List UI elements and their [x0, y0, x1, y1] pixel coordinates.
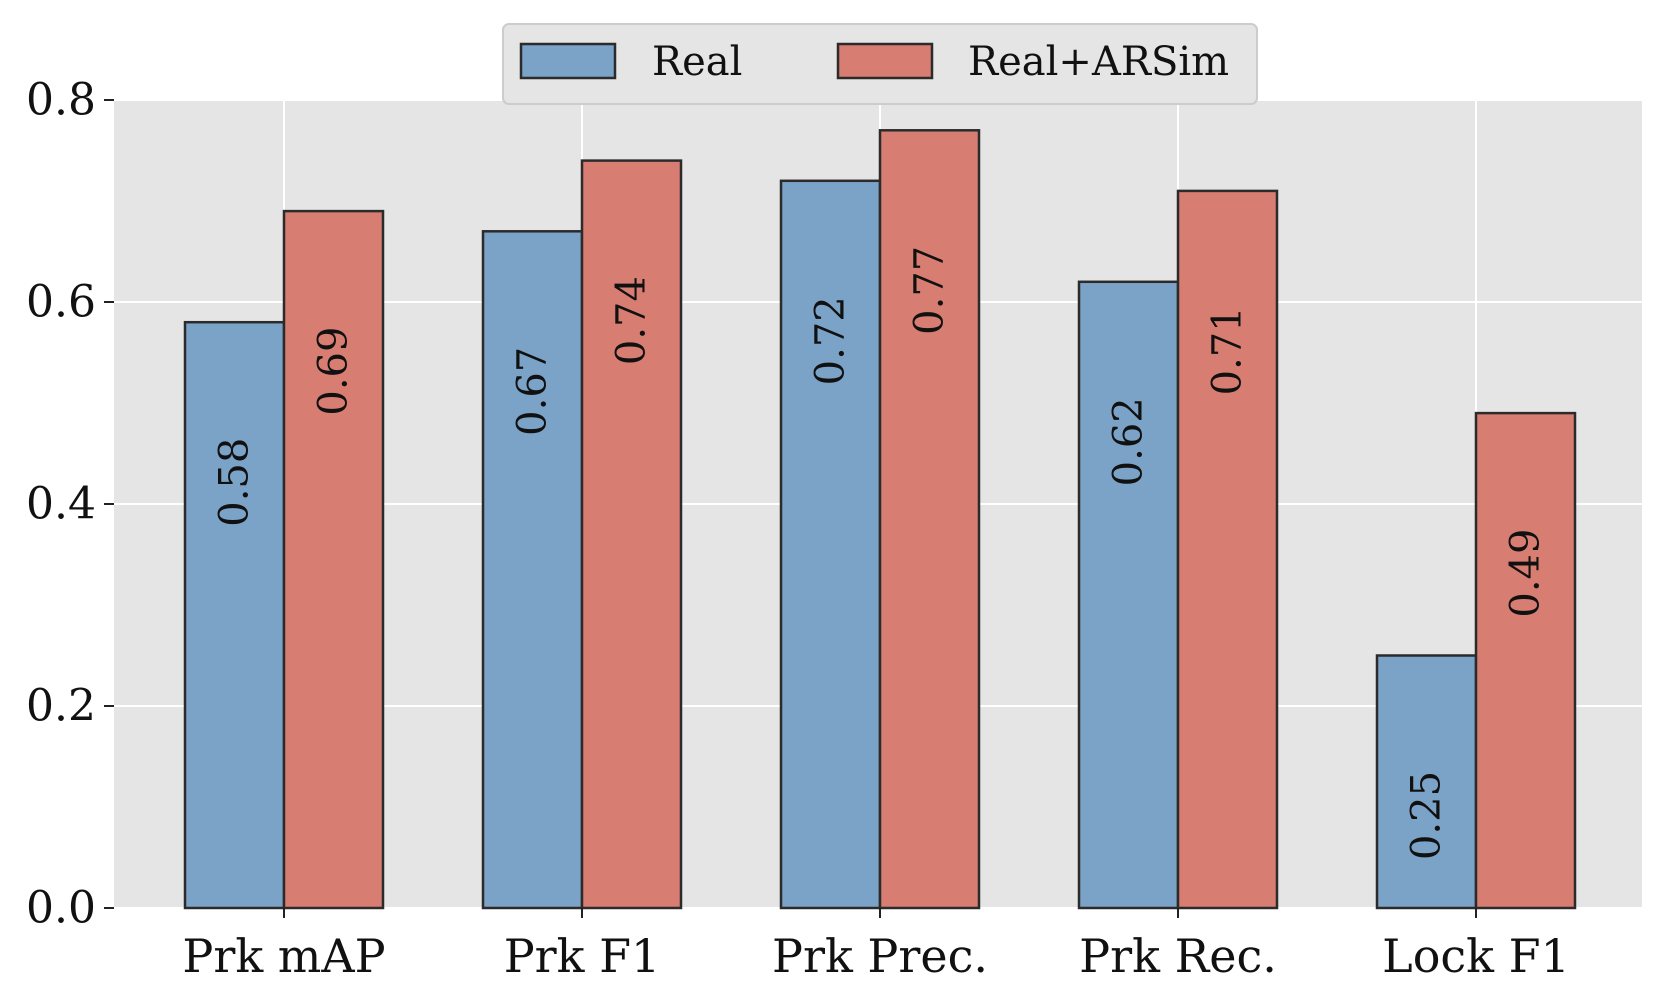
y-tick-label: 0.8	[26, 75, 96, 126]
x-axis: Prk mAP Prk F1 Prk Prec. Prk Rec. Lock F1	[182, 908, 1570, 983]
bar-value-label: 0.58	[212, 438, 258, 527]
x-tick-label: Prk mAP	[182, 929, 385, 983]
bar-real	[481, 230, 584, 910]
bar-value-label: 0.77	[907, 246, 953, 335]
bars: 0.58 0.67 0.72 0.62 0.25 0.69 0.74 0.77 0.71 0.49	[183, 129, 1577, 910]
legend-label: Real+ARSim	[968, 39, 1229, 85]
bar-value-label: 0.71	[1205, 306, 1251, 395]
x-tick-label: Prk Prec.	[772, 929, 988, 983]
bar-value-label: 0.74	[609, 276, 655, 365]
legend: Real Real+ARSim	[502, 23, 1258, 105]
bar-real-arsim	[580, 159, 683, 910]
bar-real-arsim	[1176, 189, 1279, 910]
bar-real	[183, 320, 286, 910]
y-tick-label: 0.2	[26, 681, 96, 732]
bar-value-label: 0.25	[1404, 771, 1450, 860]
x-tick-label: Prk F1	[504, 929, 661, 983]
bar-real-arsim	[1474, 411, 1577, 910]
x-tick-label: Lock F1	[1382, 929, 1570, 983]
legend-swatch-real-arsim	[836, 42, 934, 80]
legend-label: Real	[652, 39, 742, 85]
y-tick-label: 0.4	[26, 479, 96, 530]
x-tick-label: Prk Rec.	[1079, 929, 1277, 983]
bar-real-arsim	[282, 209, 385, 910]
bar-real	[779, 179, 882, 910]
bar-value-label: 0.67	[510, 347, 556, 436]
bar-value-label: 0.62	[1106, 397, 1152, 486]
bar-real-arsim	[878, 129, 981, 910]
y-axis: 0.0 0.2 0.4 0.6 0.8	[26, 75, 114, 934]
y-tick-label: 0.0	[26, 883, 96, 934]
bar-real	[1077, 280, 1180, 910]
bar-value-label: 0.72	[808, 296, 854, 385]
bar-value-label: 0.69	[311, 327, 357, 416]
bar-value-label: 0.49	[1503, 529, 1549, 618]
legend-swatch-real	[519, 42, 617, 80]
y-tick-label: 0.6	[26, 277, 96, 328]
